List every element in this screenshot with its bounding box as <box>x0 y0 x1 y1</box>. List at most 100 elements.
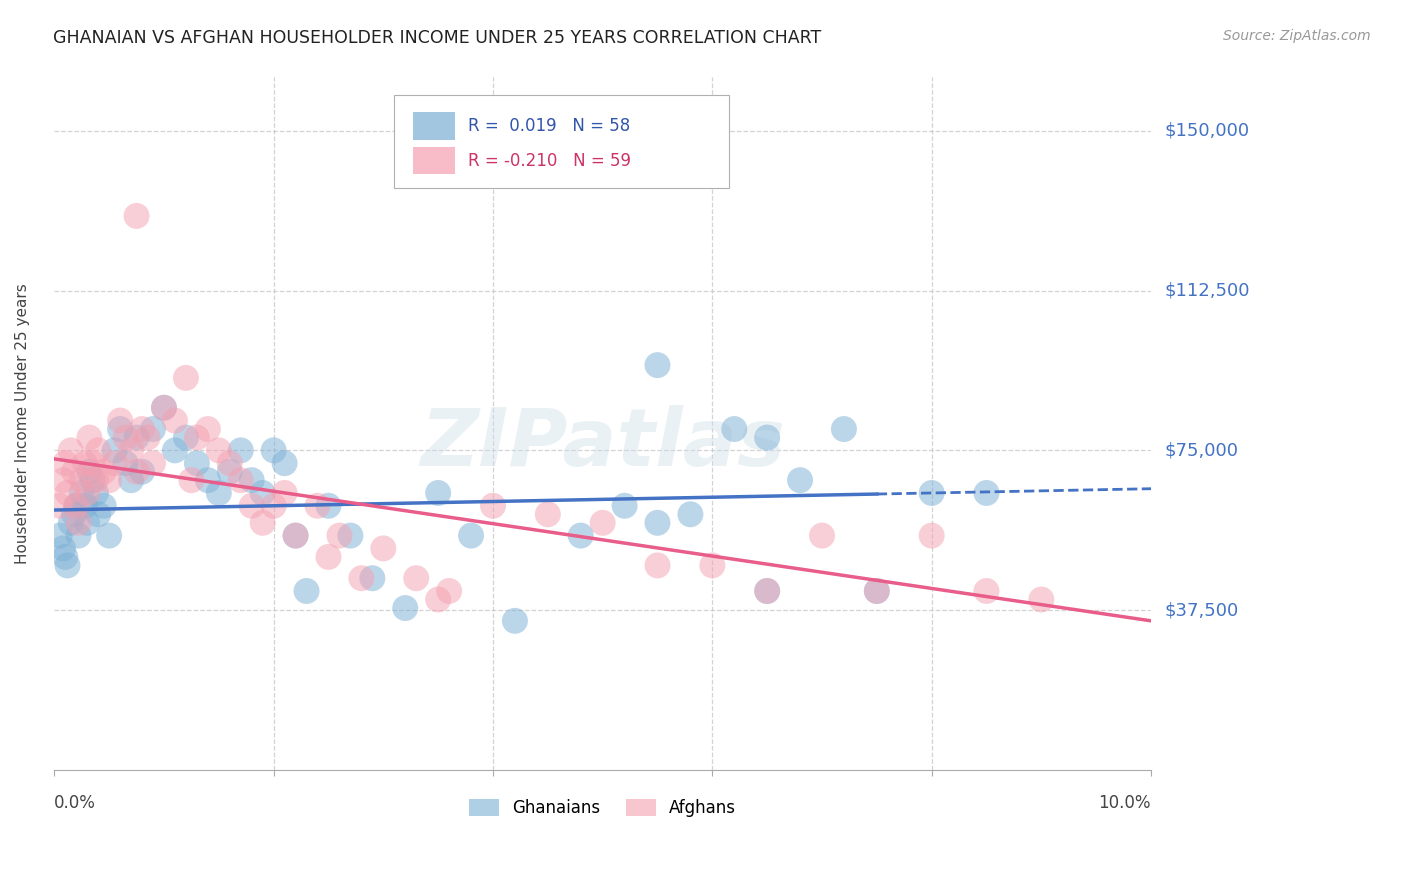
Point <box>63 508 86 522</box>
Point <box>373 541 395 556</box>
Point <box>273 456 295 470</box>
Point <box>569 528 592 542</box>
Point <box>82 473 104 487</box>
Point <box>76 486 98 500</box>
Point <box>252 486 274 500</box>
Point <box>84 473 107 487</box>
Point <box>142 422 165 436</box>
Point <box>153 401 176 415</box>
Point <box>921 528 943 542</box>
Point <box>114 431 136 445</box>
Point <box>295 584 318 599</box>
Point <box>252 516 274 530</box>
Text: $112,500: $112,500 <box>1166 282 1250 300</box>
Text: 0.0%: 0.0% <box>55 794 96 812</box>
Point <box>73 456 96 470</box>
Point <box>789 473 811 487</box>
Point <box>180 473 202 487</box>
Point <box>307 499 329 513</box>
Point <box>702 558 724 573</box>
Point <box>284 528 307 542</box>
Point <box>56 486 79 500</box>
Point <box>174 431 197 445</box>
Point <box>218 465 240 479</box>
Point <box>70 473 93 487</box>
Point <box>482 499 505 513</box>
Point <box>1031 592 1053 607</box>
Point <box>125 465 148 479</box>
Text: Source: ZipAtlas.com: Source: ZipAtlas.com <box>1223 29 1371 43</box>
Point <box>427 592 450 607</box>
Point <box>163 413 186 427</box>
Point <box>49 528 72 542</box>
Point <box>647 516 669 530</box>
Point <box>136 431 159 445</box>
Text: $150,000: $150,000 <box>1166 121 1250 140</box>
Point <box>723 422 745 436</box>
Point <box>229 443 252 458</box>
Point <box>153 401 176 415</box>
Text: R =  0.019   N = 58: R = 0.019 N = 58 <box>468 117 630 135</box>
Point <box>131 465 153 479</box>
Point <box>104 456 127 470</box>
Point <box>273 486 295 500</box>
FancyBboxPatch shape <box>413 112 454 140</box>
Point <box>229 473 252 487</box>
Text: $37,500: $37,500 <box>1166 601 1239 619</box>
Point <box>361 571 384 585</box>
Point <box>67 516 90 530</box>
Point <box>98 473 121 487</box>
Point <box>120 443 142 458</box>
Point <box>84 486 107 500</box>
Point <box>405 571 427 585</box>
Point <box>98 528 121 542</box>
Point <box>756 584 779 599</box>
Point <box>163 443 186 458</box>
Point <box>537 508 560 522</box>
Point <box>65 499 87 513</box>
Point <box>82 456 104 470</box>
Point <box>52 473 75 487</box>
Point <box>350 571 373 585</box>
Point <box>647 358 669 372</box>
Point <box>87 508 110 522</box>
Point <box>592 516 614 530</box>
Point <box>976 486 998 500</box>
Y-axis label: Householder Income Under 25 years: Householder Income Under 25 years <box>15 284 30 564</box>
Point <box>53 456 76 470</box>
Point <box>679 508 702 522</box>
Point <box>866 584 889 599</box>
Point <box>437 584 460 599</box>
Point <box>832 422 855 436</box>
Point <box>460 528 482 542</box>
Point <box>339 528 361 542</box>
Point <box>79 465 101 479</box>
Point <box>647 558 669 573</box>
Point <box>756 584 779 599</box>
Point <box>208 486 231 500</box>
Point <box>503 614 526 628</box>
Point <box>93 465 115 479</box>
Point <box>131 422 153 436</box>
Point <box>186 456 208 470</box>
Text: R = -0.210   N = 59: R = -0.210 N = 59 <box>468 152 631 169</box>
Point <box>318 499 340 513</box>
Point <box>79 431 101 445</box>
Point <box>284 528 307 542</box>
Text: 10.0%: 10.0% <box>1098 794 1152 812</box>
Point <box>87 443 110 458</box>
Point <box>49 499 72 513</box>
Point <box>866 584 889 599</box>
Point <box>108 422 131 436</box>
Point <box>976 584 998 599</box>
Point <box>186 431 208 445</box>
Point <box>756 431 779 445</box>
Point <box>73 499 96 513</box>
Point <box>427 486 450 500</box>
Point <box>125 431 148 445</box>
Point <box>240 473 263 487</box>
Point <box>218 456 240 470</box>
Point <box>56 558 79 573</box>
Legend: Ghanaians, Afghans: Ghanaians, Afghans <box>463 792 742 824</box>
Point <box>59 443 82 458</box>
